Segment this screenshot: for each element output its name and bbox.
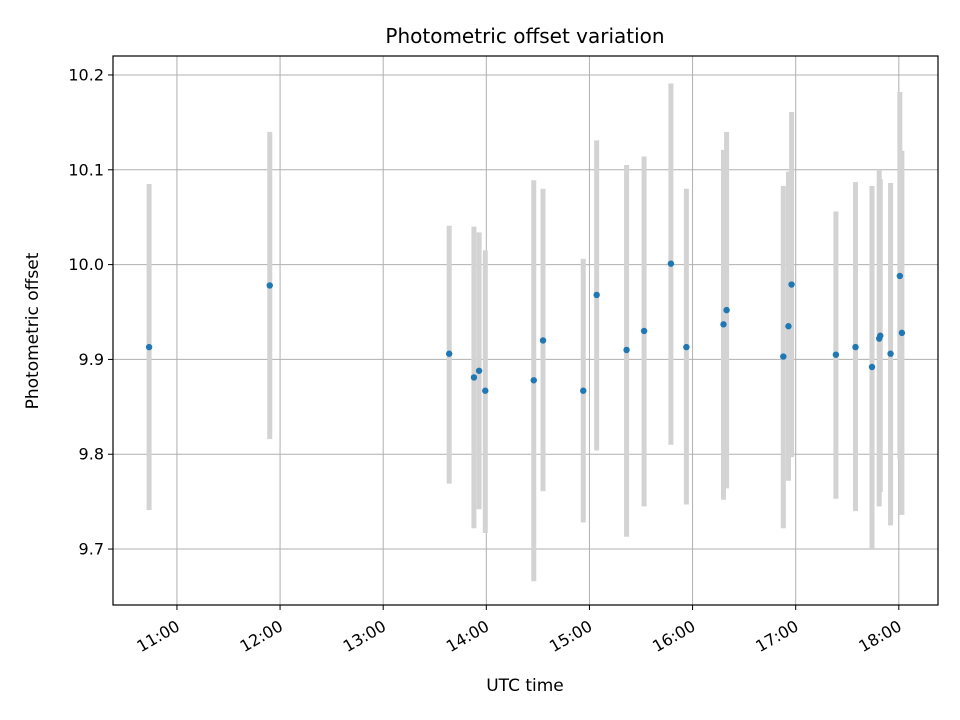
y-tick-label: 10.1 <box>68 160 104 179</box>
data-point <box>852 343 859 351</box>
chart-title: Photometric offset variation <box>385 24 664 48</box>
data-point <box>593 291 600 299</box>
y-tick-label: 9.9 <box>79 350 104 369</box>
data-point <box>266 282 273 289</box>
data-point <box>470 374 478 381</box>
data-point <box>788 281 795 288</box>
y-tick-label: 10.2 <box>68 65 104 84</box>
data-point <box>683 343 690 351</box>
data-point <box>482 387 489 394</box>
y-tick-label: 9.7 <box>79 540 104 559</box>
data-point <box>832 351 840 358</box>
data-point <box>896 272 904 280</box>
data-point <box>723 306 730 314</box>
y-tick-label: 9.8 <box>79 445 104 464</box>
y-tick-label: 10.0 <box>68 255 104 274</box>
data-point <box>868 363 876 371</box>
data-point <box>785 323 792 330</box>
data-point <box>445 350 453 357</box>
data-point <box>877 332 884 339</box>
data-point <box>887 350 894 357</box>
data-point <box>539 337 547 344</box>
data-point <box>145 343 153 351</box>
y-axis-ticks: 9.7 9.8 9.9 10.0 10.1 10.2 <box>68 65 113 559</box>
plot-frame <box>112 55 939 606</box>
data-point <box>640 327 648 335</box>
data-point <box>623 346 630 354</box>
x-axis-label: UTC time <box>486 676 564 696</box>
data-point <box>667 260 675 267</box>
data-point <box>530 377 537 384</box>
data-point <box>898 329 906 337</box>
data-point <box>580 387 587 394</box>
data-point <box>780 353 787 360</box>
y-axis-label: Photometric offset <box>23 252 43 409</box>
data-points <box>145 260 906 394</box>
data-point <box>720 321 727 328</box>
data-point <box>475 367 483 374</box>
